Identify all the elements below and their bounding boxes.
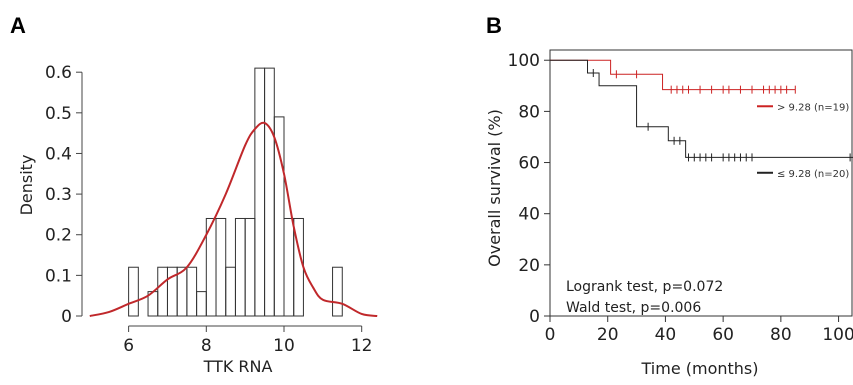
y-tick-label: 0.3 — [45, 185, 72, 205]
survival-curve-high — [550, 59, 796, 91]
panel-b-letter: B — [486, 13, 502, 38]
x-tick-label: 40 — [655, 325, 677, 345]
y-tick-label: 0.4 — [45, 144, 72, 164]
x-tick-label: 0 — [545, 325, 556, 345]
y-tick-label: 100 — [508, 51, 540, 71]
histogram-bar — [254, 67, 266, 317]
y-tick-label: 20 — [518, 256, 540, 276]
legend-label: > 9.28 (n=19) — [777, 102, 849, 113]
panel-b-plot-frame — [549, 49, 853, 317]
panel-a-y-axis: 0 0.1 0.2 0.3 0.4 0.5 0.6 — [45, 63, 83, 327]
panel-a-y-axis-title: Density — [17, 155, 36, 216]
histogram-bar — [215, 217, 227, 317]
y-tick-label: 0 — [61, 307, 72, 327]
survival-curve-low — [550, 59, 853, 158]
x-tick-label: 80 — [770, 325, 792, 345]
histogram-bar — [186, 266, 198, 317]
histogram-bar — [273, 116, 285, 317]
panel-a-histogram: A 0 0.1 0.2 0.3 0.4 0.5 0.6 6 8 10 12 Density TTK… — [10, 13, 378, 376]
y-tick-label: 0.6 — [45, 63, 72, 83]
y-tick-label: 40 — [518, 205, 540, 225]
y-tick-label: 0.5 — [45, 104, 72, 124]
x-tick-label: 100 — [822, 325, 853, 345]
y-tick-label: 0 — [529, 307, 540, 327]
panel-b-x-axis: 0 20 40 60 80 100 — [545, 316, 853, 345]
histogram-bar — [244, 217, 256, 317]
histogram-bar — [225, 266, 236, 317]
histogram-bar — [196, 291, 207, 317]
panel-a-bars — [128, 67, 343, 317]
panel-b-legend: > 9.28 (n=19) ≤ 9.28 (n=20) — [757, 102, 849, 180]
histogram-bar — [128, 266, 139, 317]
x-tick-label: 10 — [273, 336, 295, 356]
logrank-annotation: Logrank test, p=0.072 — [566, 279, 723, 295]
x-tick-label: 12 — [351, 336, 373, 356]
panel-b-y-axis: 0 20 40 60 80 100 — [508, 51, 550, 327]
y-tick-label: 80 — [518, 102, 540, 122]
y-tick-label: 0.2 — [45, 226, 72, 246]
histogram-bar — [332, 266, 343, 317]
histogram-bar — [157, 266, 168, 317]
density-curve — [89, 121, 378, 317]
panel-b-x-axis-title: Time (months) — [641, 359, 759, 378]
panel-a-x-axis-title: TTK RNA — [203, 357, 273, 376]
panel-b-curves — [550, 59, 853, 162]
panel-a-x-axis: 6 8 10 12 — [123, 325, 373, 356]
legend-label: ≤ 9.28 (n=20) — [777, 169, 849, 180]
x-tick-label: 60 — [712, 325, 734, 345]
panel-b-y-axis-title: Overall survival (%) — [485, 109, 504, 267]
histogram-bar — [283, 217, 295, 317]
panel-a-letter: A — [10, 13, 26, 38]
x-tick-label: 6 — [123, 336, 134, 356]
wald-annotation: Wald test, p=0.006 — [566, 300, 701, 316]
x-tick-label: 20 — [597, 325, 619, 345]
panel-b-survival: B 0 20 40 60 80 100 0 20 40 60 80 100 > 9.28 (n=19… — [485, 13, 853, 378]
x-tick-label: 8 — [201, 336, 212, 356]
y-tick-label: 60 — [518, 154, 540, 174]
histogram-bar — [264, 67, 275, 317]
histogram-bar — [234, 217, 246, 317]
y-tick-label: 0.1 — [45, 266, 72, 286]
